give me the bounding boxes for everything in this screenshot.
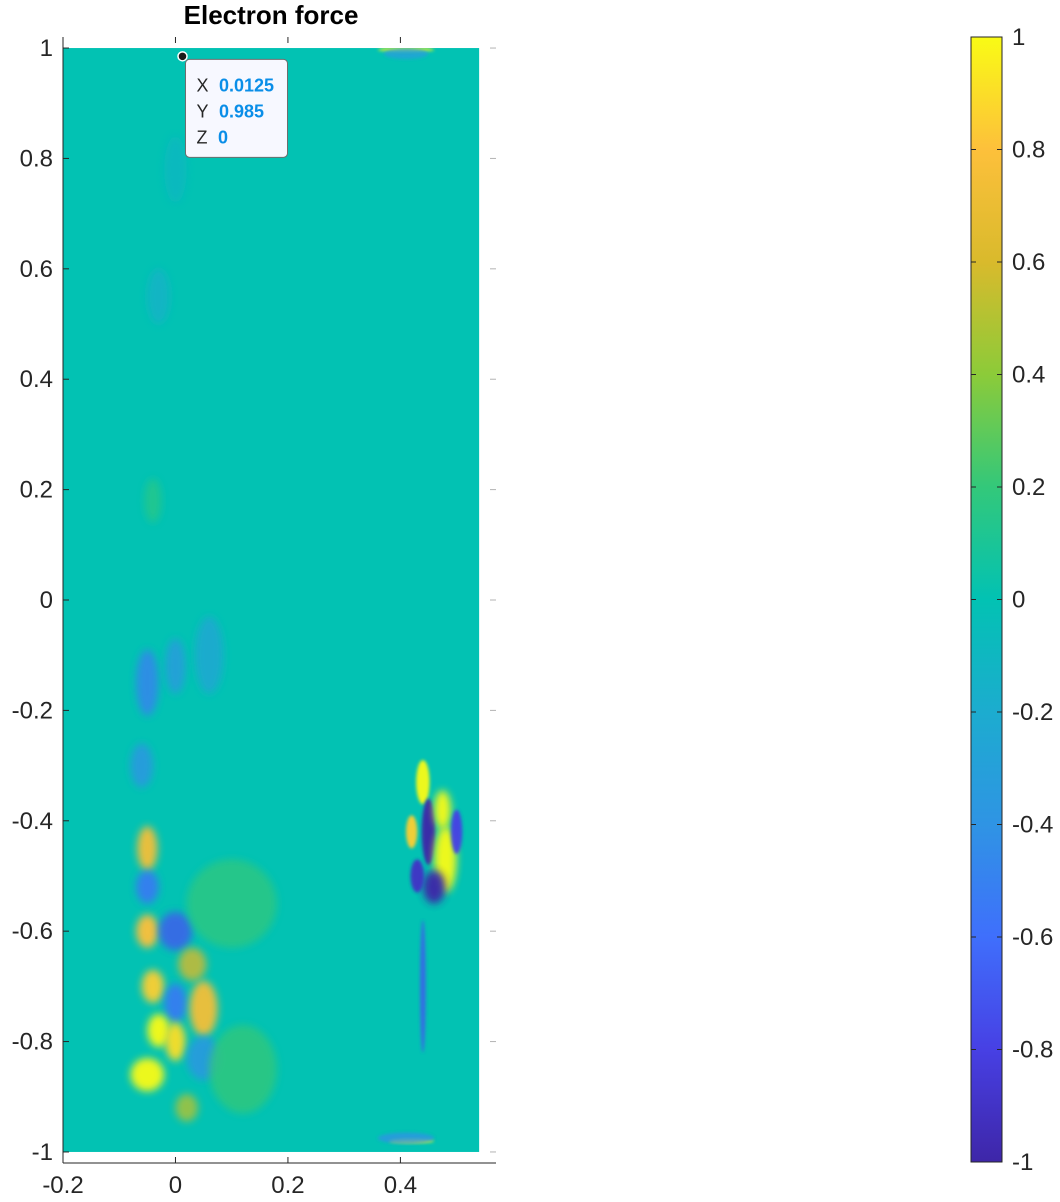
datatip[interactable]: X 0.0125 Y 0.985 Z 0 — [177, 51, 288, 158]
field-blob — [136, 870, 159, 904]
x-tick-label: 0.2 — [271, 1172, 304, 1199]
field-blob — [377, 1132, 435, 1144]
colorbar-tick-label: -0.4 — [1012, 812, 1053, 839]
field-blob — [410, 859, 425, 893]
field-blob — [165, 638, 186, 694]
field-blob — [144, 478, 162, 523]
x-tick-label: 0 — [169, 1172, 182, 1199]
field-blob — [406, 815, 418, 849]
datatip-x-value: 0.0125 — [219, 75, 274, 95]
field-background — [63, 48, 480, 1152]
field-blob — [165, 1022, 186, 1061]
colorbar-tick-label: 0.4 — [1012, 362, 1045, 389]
colorbar-tick-label: -1 — [1012, 1149, 1033, 1176]
y-tick-label: -0.2 — [12, 697, 53, 724]
field-blob — [420, 920, 426, 1053]
field-blob — [136, 649, 159, 716]
field-blob — [189, 980, 218, 1037]
colorbar-tick-label: -0.6 — [1012, 924, 1053, 951]
x-axis: -0.2 0 0.2 0.4 — [42, 37, 417, 1199]
datatip-z-row: Z 0 — [196, 127, 227, 147]
field-blob — [422, 870, 446, 904]
field-blob — [209, 1025, 277, 1114]
datatip-x-row: X 0.0125 — [196, 75, 274, 95]
x-tick-label: -0.2 — [42, 1172, 83, 1199]
chart-title: Electron force — [184, 0, 359, 30]
field-blob — [147, 268, 170, 325]
colorbar[interactable] — [970, 36, 1003, 1163]
datatip-box — [184, 58, 288, 158]
colorbar-tick-label: 0.2 — [1012, 474, 1045, 501]
y-tick-label: 0.4 — [20, 366, 53, 393]
field-blob — [130, 1058, 165, 1092]
y-axis: 1 0.8 0.6 0.4 0.2 0 -0.2 -0.4 -0.6 -0.8 -1 — [12, 35, 496, 1166]
field-blob — [158, 911, 193, 951]
colorbar-tick-label: -0.2 — [1012, 699, 1053, 726]
field-blob — [186, 859, 277, 948]
colorbar-tick-label: 0.6 — [1012, 249, 1045, 276]
datatip-z-value: 0 — [218, 127, 228, 147]
datatip-y-row: Y 0.985 — [196, 101, 264, 121]
y-tick-label: 0.6 — [20, 256, 53, 283]
field-blob — [136, 914, 159, 948]
colorbar-tick-label: 0 — [1012, 587, 1025, 614]
x-tick-label: 0.4 — [384, 1172, 417, 1199]
field-blob — [147, 1013, 170, 1048]
field-blob — [178, 947, 207, 981]
datatip-z-label: Z — [196, 127, 207, 147]
field-blob — [137, 826, 158, 871]
field-blob — [130, 743, 153, 788]
field-blob — [416, 760, 430, 805]
y-tick-label: 0.2 — [20, 477, 53, 504]
datatip-marker[interactable] — [177, 51, 188, 62]
field-blob — [383, 48, 429, 60]
field-features — [130, 48, 463, 1144]
y-tick-label: -1 — [32, 1139, 53, 1166]
field-blob — [141, 969, 165, 1003]
datatip-y-value: 0.985 — [219, 101, 264, 121]
field-blob — [434, 790, 452, 830]
y-tick-label: 0.8 — [20, 145, 53, 172]
datatip-y-label: Y — [196, 101, 208, 121]
y-tick-label: 1 — [40, 35, 53, 62]
field-blob — [164, 983, 187, 1023]
field-blob — [175, 1094, 198, 1122]
y-tick-label: 0 — [40, 587, 53, 614]
colorbar-tick-label: -0.8 — [1012, 1037, 1053, 1064]
field-blob — [421, 798, 436, 865]
field-blob — [164, 136, 187, 203]
colorbar-tick-label: 0.8 — [1012, 137, 1045, 164]
field-blob — [451, 809, 463, 854]
y-tick-label: -0.8 — [12, 1029, 53, 1056]
y-tick-label: -0.4 — [12, 808, 53, 835]
colorbar-tick-label: 1 — [1012, 24, 1025, 51]
colorbar-ticks: 1 0.8 0.6 0.4 0.2 0 -0.2 -0.4 -0.6 -0.8 -1 — [971, 24, 1053, 1176]
field-blob — [195, 616, 224, 694]
y-tick-label: -0.6 — [12, 918, 53, 945]
datatip-x-label: X — [196, 75, 208, 95]
